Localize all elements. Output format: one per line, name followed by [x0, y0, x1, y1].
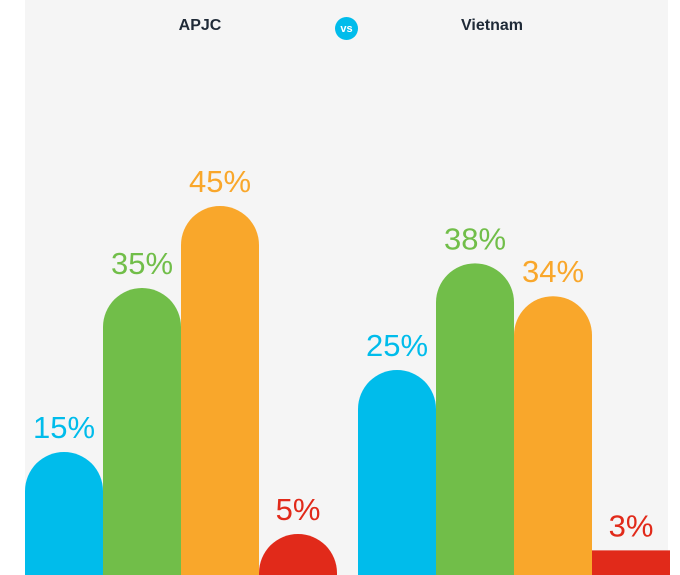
data-label-apjc-4: 5% [276, 492, 321, 527]
vs-badge: vs [335, 17, 358, 40]
data-label-apjc-2: 35% [111, 246, 173, 281]
bar-vietnam-1 [358, 370, 436, 575]
data-label-vietnam-2: 38% [444, 221, 506, 256]
data-label-vietnam-3: 34% [522, 254, 584, 289]
bar-apjc-3 [181, 206, 259, 575]
chart-title-apjc: APJC [178, 17, 222, 34]
chart-title-vietnam: Vietnam [461, 17, 523, 34]
bar-vietnam-3 [514, 296, 592, 575]
bar-apjc-1 [25, 452, 103, 575]
data-label-apjc-3: 45% [189, 164, 251, 199]
data-label-vietnam-1: 25% [366, 328, 428, 363]
bar-apjc-2 [103, 288, 181, 575]
data-label-apjc-1: 15% [33, 410, 95, 445]
bar-vietnam-4 [592, 550, 670, 575]
chart-vietnam: 25% 38% 34% 3% [358, 221, 670, 575]
chart-apjc: 15% 35% 45% 5% [25, 164, 337, 575]
bar-vietnam-2 [436, 263, 514, 575]
data-label-vietnam-4: 3% [609, 508, 654, 543]
bar-apjc-4 [259, 534, 337, 575]
